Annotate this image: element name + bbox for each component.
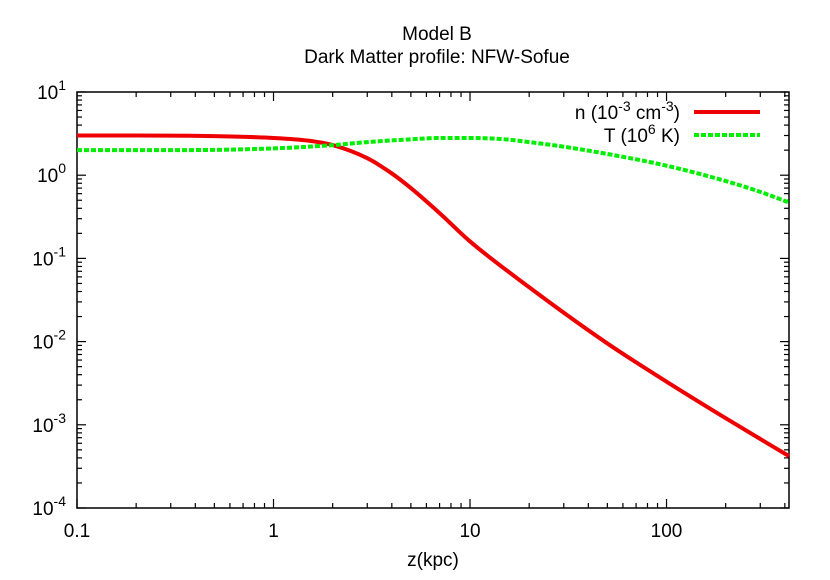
plot-frame (76, 91, 790, 509)
x-tick-label: 10 (459, 521, 480, 542)
legend: n (10-3 cm-3)T (106 K) (575, 98, 760, 147)
y-tick-base: 10 (37, 166, 58, 187)
y-tick-label: 101 (37, 77, 66, 104)
y-tick-label: 10-1 (32, 243, 66, 270)
y-tick-base: 10 (32, 333, 53, 354)
y-tick-base: 10 (32, 249, 53, 270)
series-line-0 (76, 133, 791, 458)
legend-label-0: n (10-3 cm-3) (575, 98, 680, 124)
x-tick-label: 100 (651, 521, 683, 542)
legend-text-part: n (10 (575, 103, 618, 124)
axis-ticks (76, 91, 789, 509)
legend-label-1: T (106 K) (604, 121, 680, 147)
chart-title: Model B (402, 24, 472, 45)
y-tick-exponent: 0 (58, 160, 66, 176)
x-tick-label: 1 (268, 521, 279, 542)
chart-subtitle: Dark Matter profile: NFW-Sofue (304, 47, 570, 68)
y-tick-base: 10 (32, 499, 53, 520)
y-tick-base: 10 (32, 416, 53, 437)
legend-text-part: K) (656, 126, 680, 147)
y-tick-label: 100 (37, 160, 66, 187)
y-tick-exponent: -2 (54, 327, 67, 343)
legend-text-part: T (10 (604, 126, 648, 147)
y-tick-label: 10-2 (32, 327, 66, 354)
x-tick-label: 0.1 (64, 521, 90, 542)
y-tick-exponent: -1 (54, 243, 67, 259)
legend-text-part: -3 (618, 98, 631, 114)
legend-text-part: 6 (648, 121, 656, 137)
y-tick-label: 10-3 (32, 410, 66, 437)
series-line-1 (77, 136, 790, 205)
y-tick-exponent: -3 (54, 410, 67, 426)
y-tick-base: 10 (37, 83, 58, 104)
x-tick-labels: 0.1 1 10 100 (64, 521, 683, 542)
legend-text-part: ) (674, 103, 680, 124)
x-axis-label: z(kpc) (407, 550, 459, 571)
y-tick-exponent: -4 (54, 493, 67, 509)
y-tick-exponent: 1 (58, 77, 66, 93)
y-tick-label: 10-4 (32, 493, 66, 520)
legend-text-part: cm (631, 103, 662, 124)
legend-text-part: -3 (661, 98, 674, 114)
data-series (76, 133, 791, 458)
